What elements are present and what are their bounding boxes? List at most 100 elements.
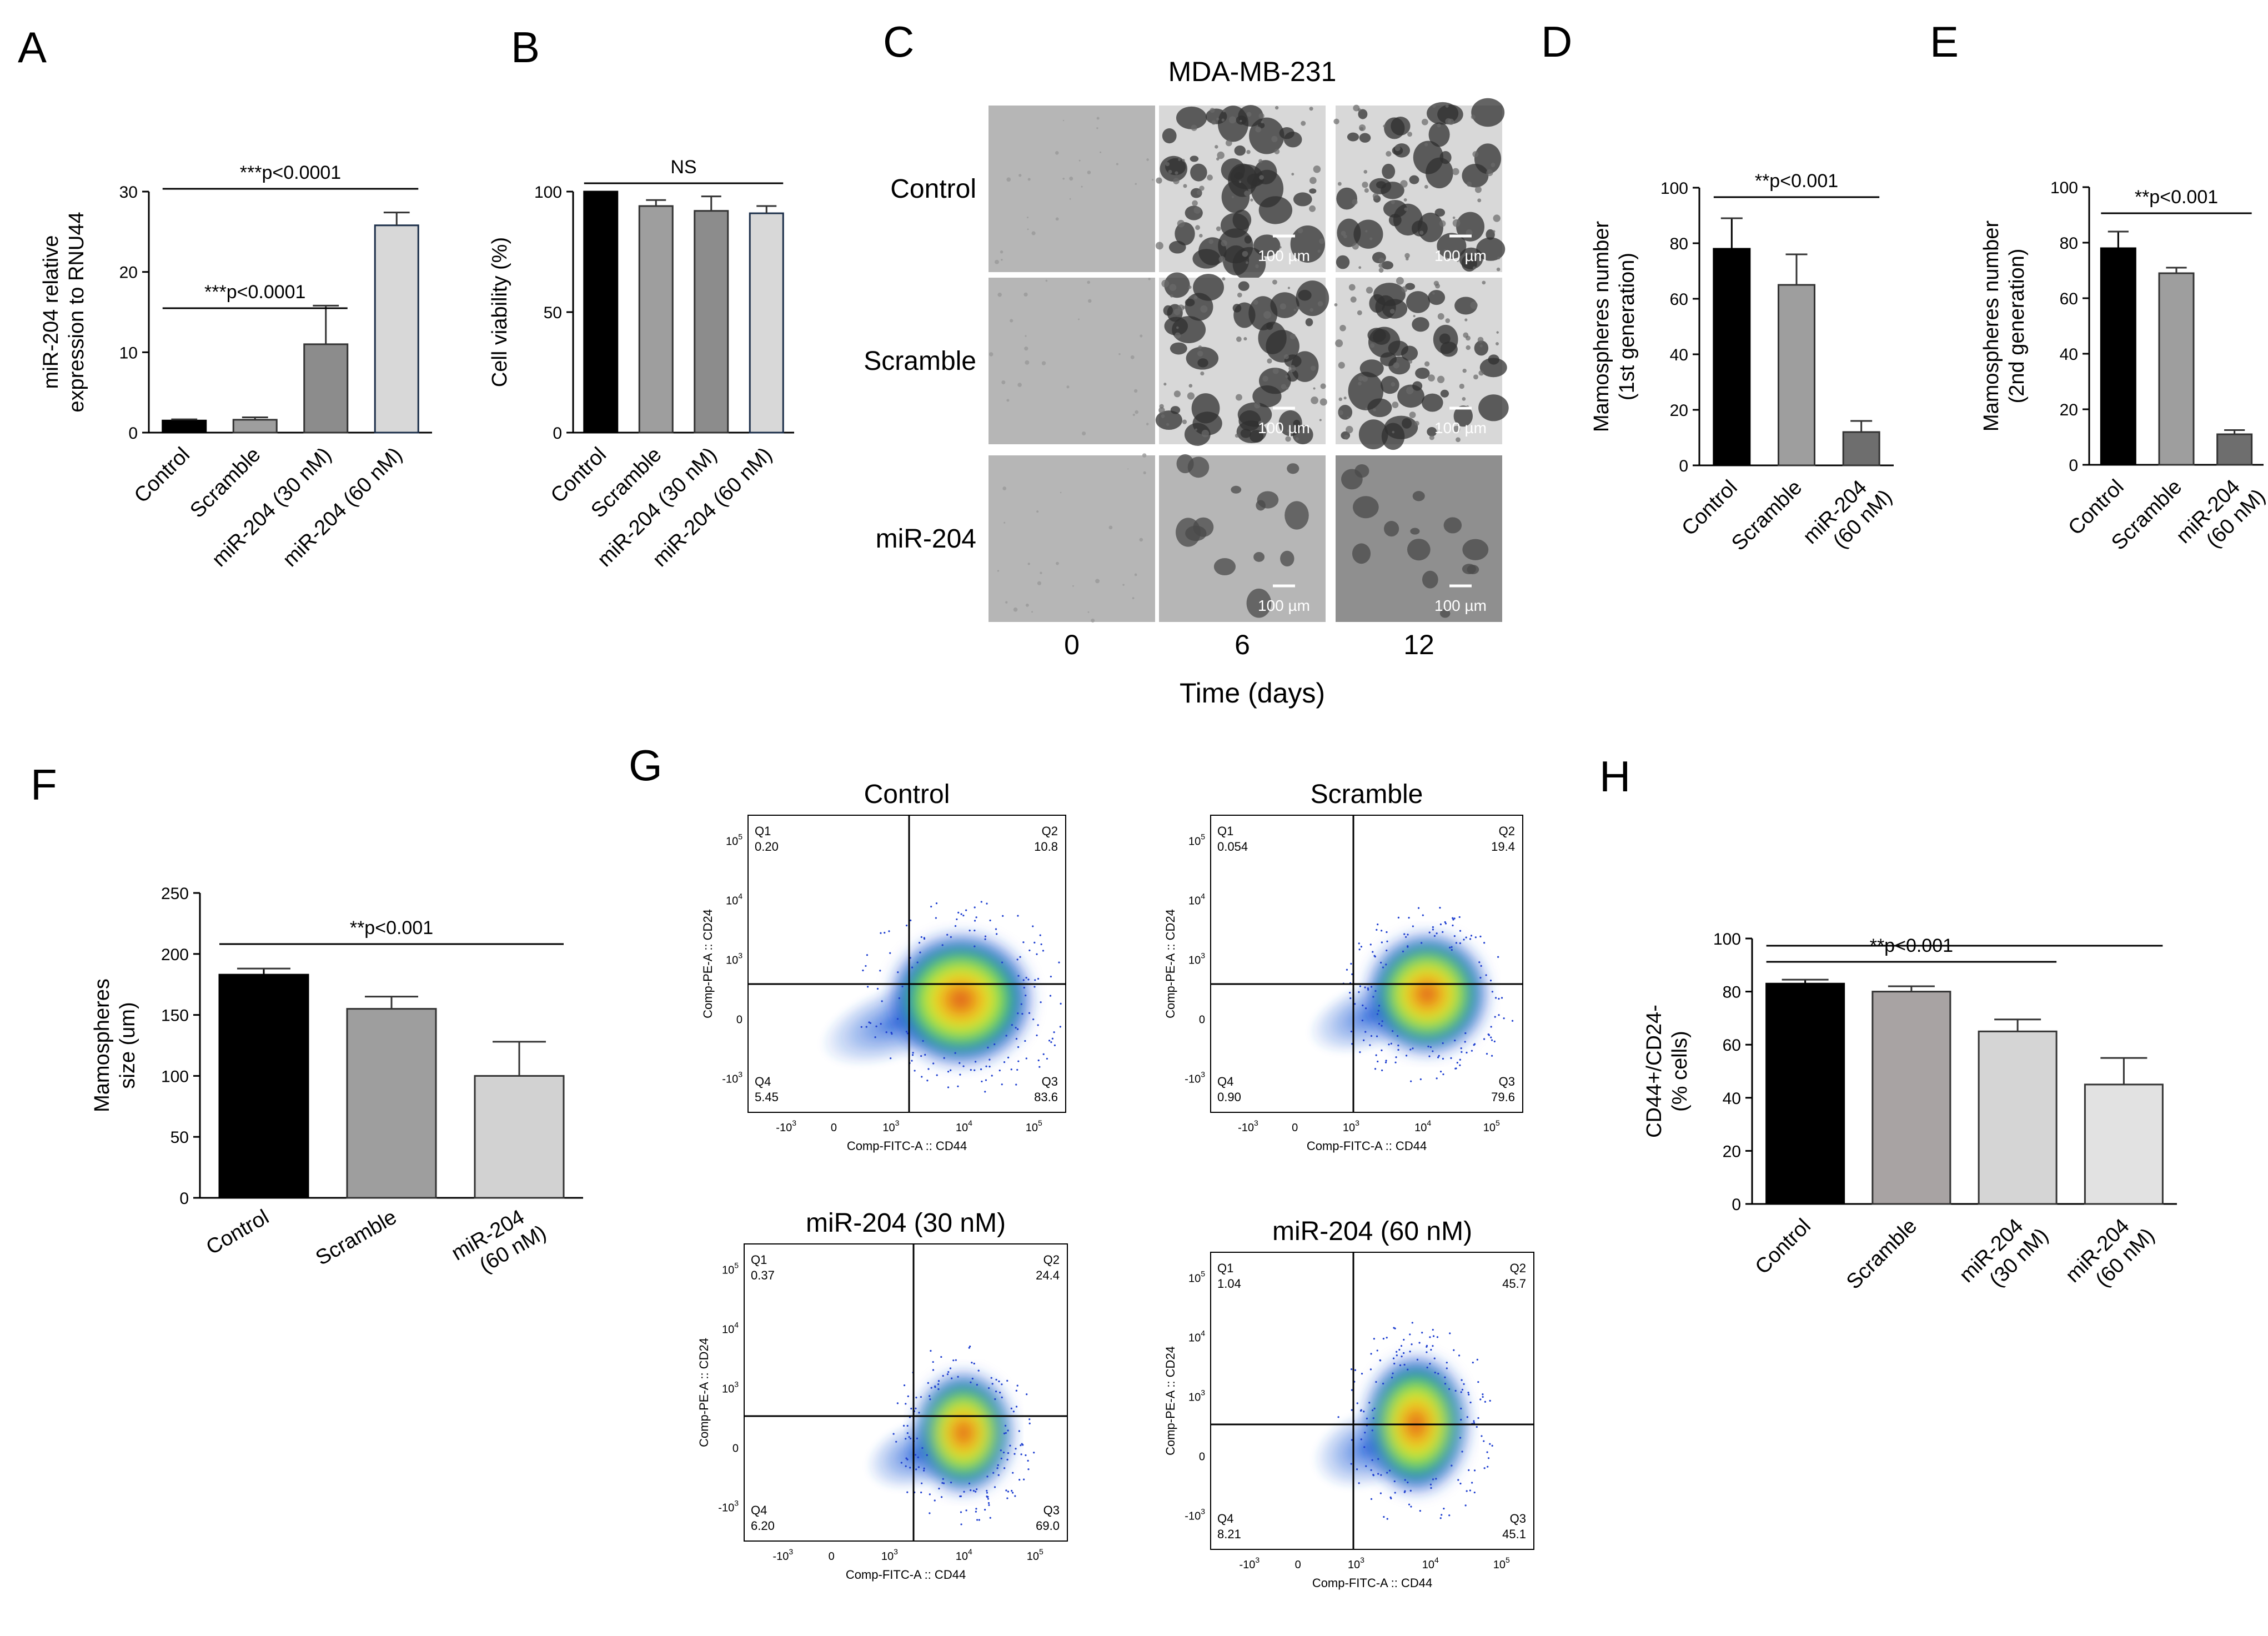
quadrant-name: Q1: [751, 1253, 767, 1267]
bar-chart-d: 0 20 40 60 80 100 Mamospheres number (1st gener…: [1590, 170, 1897, 566]
quadrant-name: Q3: [1043, 1503, 1060, 1517]
flow-plot: miR-204 (60 nM)Q11.04Q245.7Q345.1Q48.21-…: [1163, 1217, 1534, 1590]
bar-chart-a: 0 10 20 30 miR-204 relative expression to RNU…: [39, 162, 432, 571]
y-tick-label: 100: [534, 183, 562, 202]
flow-plot-title: miR-204 (60 nM): [1272, 1217, 1472, 1246]
micrograph-row-label: Control: [890, 174, 976, 204]
quadrant-name: Q4: [755, 1075, 771, 1088]
category-label: miR-204 (60 nM): [278, 443, 407, 571]
quadrant-name: Q3: [1499, 1075, 1515, 1088]
bar-chart-h: 0 20 40 60 80 100 CD44+/CD24- (% cells) Control S…: [1643, 930, 2177, 1305]
scale-bar-label: 100 µm: [1434, 597, 1487, 614]
x-tick-label: -103: [772, 1547, 793, 1563]
flow-x-axis-label: Comp-FITC-A :: CD44: [1307, 1139, 1427, 1153]
flow-plot-title: miR-204 (30 nM): [806, 1208, 1006, 1238]
y-tick-label: 200: [161, 946, 189, 964]
y-tick-label: 40: [1670, 346, 1688, 364]
panel-label-d: D: [1541, 17, 1572, 66]
quadrant-name: Q2: [1043, 1253, 1060, 1267]
category-label: Control: [130, 443, 194, 508]
x-tick-label: 105: [1026, 1118, 1042, 1134]
y-tick-label: 0: [553, 424, 562, 443]
y-tick-label: 103: [1188, 951, 1205, 967]
scale-bar-label: 100 µm: [1258, 419, 1310, 436]
micrograph-title: MDA-MB-231: [1168, 56, 1337, 87]
bar: [1842, 431, 1880, 466]
category-label: Scramble: [1842, 1215, 1921, 1294]
scale-bar-label: 100 µm: [1258, 247, 1310, 264]
quadrant-value: 6.20: [751, 1519, 775, 1533]
y-tick-label: -103: [1185, 1070, 1205, 1086]
y-tick-label: -103: [722, 1070, 742, 1086]
y-tick-label: 80: [1723, 983, 1741, 1002]
quadrant-value: 24.4: [1036, 1268, 1060, 1282]
y-tick-label: 104: [722, 1321, 739, 1336]
micrograph-image: [989, 106, 1155, 272]
panel-label-g: G: [629, 741, 663, 790]
quadrant-value: 0.90: [1217, 1090, 1241, 1104]
flow-x-axis-label: Comp-FITC-A :: CD44: [847, 1139, 967, 1153]
category-label: miR-204(60 nM): [2061, 1207, 2159, 1305]
y-tick-label: 103: [726, 951, 742, 967]
quadrant-value: 0.054: [1217, 840, 1248, 854]
micrograph-image: 100 µm: [1159, 454, 1326, 622]
quadrant-name: Q4: [751, 1503, 767, 1517]
category-label: Control: [1677, 476, 1742, 540]
category-label: Scramble: [312, 1205, 401, 1270]
significance-label: **p<0.001: [350, 917, 433, 939]
category-label: miR-204(60 nM): [1799, 468, 1897, 566]
x-tick-label: 104: [956, 1118, 972, 1134]
y-axis-label: CD44+/CD24- (% cells): [1643, 1005, 1692, 1138]
bar: [1978, 1030, 2058, 1205]
quadrant-value: 0.20: [755, 840, 779, 854]
bar: [749, 212, 784, 434]
x-tick-label: 105: [1483, 1118, 1500, 1134]
quadrant-value: 79.6: [1491, 1090, 1515, 1104]
y-tick-label: 0: [736, 1014, 742, 1026]
y-tick-label: 40: [1723, 1090, 1741, 1108]
y-tick-label: 0: [1732, 1196, 1741, 1214]
flow-plot: Scramble Q1 0.054 Q2 19.4 Q3 79.6 Q4 0.90 -103 -10…: [1163, 780, 1523, 1153]
quadrant-name: Q3: [1510, 1512, 1526, 1525]
panel-label-b: B: [511, 23, 540, 72]
bar: [2158, 272, 2195, 466]
quadrant-name: Q1: [755, 824, 771, 838]
significance-label: **p<0.001: [2135, 187, 2218, 208]
bar: [2216, 433, 2253, 466]
micrograph-row-label: Scramble: [864, 347, 976, 376]
flow-plot-title: Control: [864, 780, 950, 809]
x-tick-label: 0: [1295, 1559, 1301, 1571]
bar-chart-f: 0 50 100 150 200 250 Mamospheres size (um) Contr…: [91, 885, 583, 1277]
quadrant-value: 1.04: [1217, 1277, 1241, 1291]
y-tick-label: 60: [1723, 1036, 1741, 1055]
flow-x-axis-label: Comp-FITC-A :: CD44: [846, 1568, 966, 1582]
bar: [232, 419, 278, 434]
quadrant-value: 45.1: [1502, 1527, 1526, 1541]
y-tick-label: 100: [161, 1067, 189, 1086]
y-tick-label: 60: [2060, 290, 2078, 308]
y-tick-label: 20: [119, 264, 138, 282]
y-tick-label: 104: [1188, 892, 1205, 907]
x-tick-label: 0: [831, 1122, 837, 1134]
y-tick-label: 20: [1670, 402, 1688, 420]
y-tick-label: 0: [1199, 1014, 1205, 1026]
panel-label-c: C: [883, 17, 914, 66]
panel-label-f: F: [31, 760, 57, 809]
flow-plot: Control Q1 0.20 Q2 10.8 Q3 83.6 Q4 5.45 -103 -103 0…: [701, 780, 1066, 1153]
quadrant-value: 45.7: [1502, 1277, 1526, 1291]
x-tick-label: -103: [1238, 1118, 1258, 1134]
panel-labels: A B C D E F G H: [18, 17, 1959, 809]
y-tick-label: 80: [2060, 234, 2078, 253]
flow-plot: miR-204 (30 nM)Q10.37Q224.4Q369.0Q46.20-…: [697, 1208, 1068, 1582]
quadrant-name: Q2: [1510, 1261, 1526, 1275]
y-axis-label: miR-204 relative expression to RNU44: [39, 212, 88, 412]
y-tick-label: 103: [1188, 1388, 1205, 1404]
quadrant-name: Q3: [1042, 1075, 1058, 1088]
bar: [1713, 248, 1751, 466]
y-tick-label: 80: [1670, 235, 1688, 253]
quadrant-name: Q2: [1042, 824, 1058, 838]
significance-label: **p<0.001: [1755, 170, 1838, 192]
panel-label-e: E: [1930, 17, 1959, 66]
y-tick-label: 105: [1188, 1269, 1205, 1285]
quadrant-name: Q4: [1217, 1512, 1233, 1525]
